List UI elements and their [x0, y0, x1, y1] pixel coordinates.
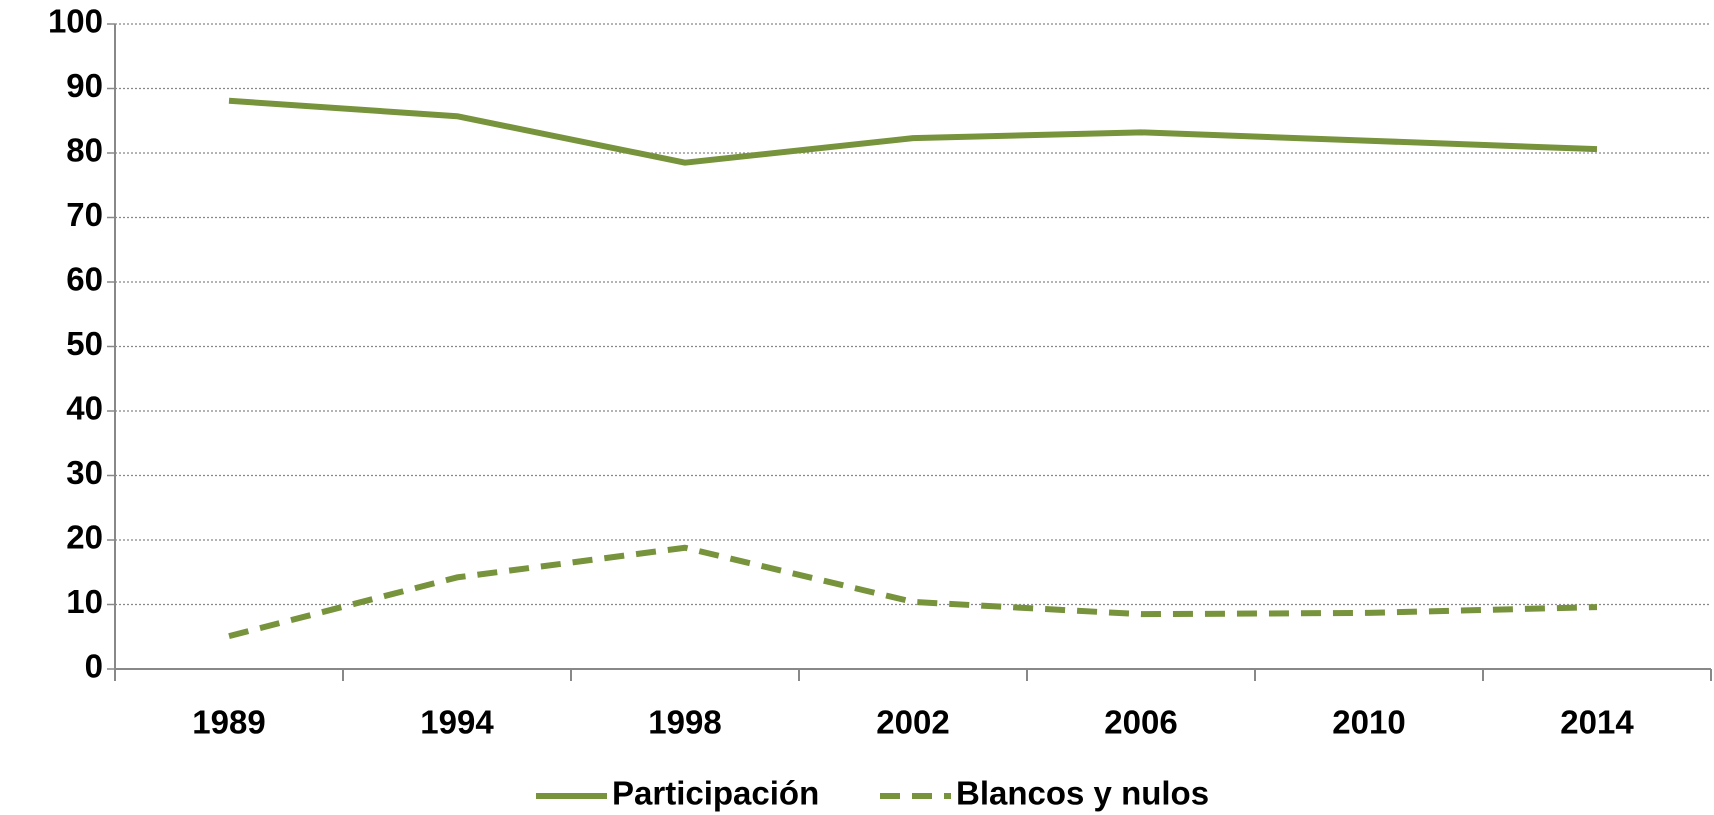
y-tick-label: 60 [66, 261, 103, 298]
y-tick-label: 0 [85, 648, 103, 685]
y-tick-label: 20 [66, 519, 103, 556]
x-tick-label: 2010 [1332, 704, 1405, 741]
x-tick-label: 1989 [192, 704, 265, 741]
y-tick-label: 100 [48, 3, 103, 40]
legend-label: Participación [612, 775, 819, 812]
x-tick-label: 1994 [420, 704, 494, 741]
y-tick-label: 30 [66, 454, 103, 491]
y-tick-label: 80 [66, 132, 103, 169]
x-tick-label: 2014 [1560, 704, 1634, 741]
x-tick-label: 2002 [876, 704, 949, 741]
y-tick-label: 40 [66, 390, 103, 427]
series-line [228, 97, 1598, 166]
y-tick-label: 10 [66, 583, 103, 620]
y-tick-label: 90 [66, 67, 103, 104]
y-tick-label: 70 [66, 196, 103, 233]
series-line [228, 544, 1598, 640]
y-tick-label: 50 [66, 325, 103, 362]
legend-label: Blancos y nulos [956, 775, 1209, 812]
x-tick-label: 2006 [1104, 704, 1177, 741]
x-tick-label: 1998 [648, 704, 721, 741]
